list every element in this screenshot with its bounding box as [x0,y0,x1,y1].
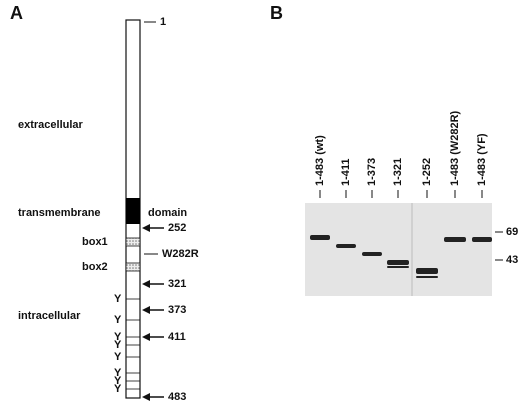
arrow-head [142,280,150,288]
band [336,244,356,248]
arrow-head [142,333,150,341]
truncation-arrows: 252 321 373 411 483 [142,222,186,403]
lane-label: 1-321 [392,158,404,186]
residue-label: 321 [168,278,186,290]
box2-segment [125,262,141,272]
tyrosine-label: Y [114,375,122,387]
band [387,266,409,268]
band [416,268,438,274]
mutation-label: W282R [162,248,199,260]
bands [310,235,492,278]
residue-label: 411 [168,331,186,343]
region-label: transmembrane [18,207,101,219]
box-label: box1 [82,236,108,248]
arrow-head [142,306,150,314]
tyrosine-label: Y [114,383,122,395]
residue-label: 483 [168,391,186,401]
tyrosine-label: Y [114,293,122,305]
residue-label: 373 [168,304,186,316]
lane-label: 1-373 [366,158,378,186]
lane-label: 1-483 (YF) [476,133,488,186]
tyrosine-label: Y [114,339,122,351]
band [472,237,492,242]
region-label: extracellular [18,119,84,131]
size-marker: 69 [506,226,518,238]
residue-label: 252 [168,222,186,234]
lane-label: 1-483 (wt) [314,135,326,186]
transmembrane-segment [126,198,140,224]
tyrosine-label: Y [114,351,122,363]
band [310,235,330,240]
region-label: intracellular [18,310,81,322]
lane-label: 1-483 (W282R) [449,110,461,186]
lane-labels: 1-483 (wt) 1-411 1-373 1-321 1-252 1-483 (W28… [314,110,488,198]
blot [305,203,492,296]
band [387,260,409,265]
lane-label: 1-252 [421,158,433,186]
panel-label: A [10,3,23,23]
lane-label: 1-411 [340,158,352,186]
tyrosine-label: Y [114,314,122,326]
residue-label: 1 [160,16,166,28]
arrow-head [142,224,150,232]
arrow-head [142,393,150,401]
panel-label: B [270,3,283,23]
band [362,252,382,256]
box1-segment [125,237,141,247]
region-label: domain [148,207,187,219]
band [416,276,438,278]
tyrosine-label: Y [114,331,122,343]
size-marker: 43 [506,254,518,266]
tyrosine-label: Y [114,367,122,379]
band [444,237,466,242]
box-label: box2 [82,261,108,273]
